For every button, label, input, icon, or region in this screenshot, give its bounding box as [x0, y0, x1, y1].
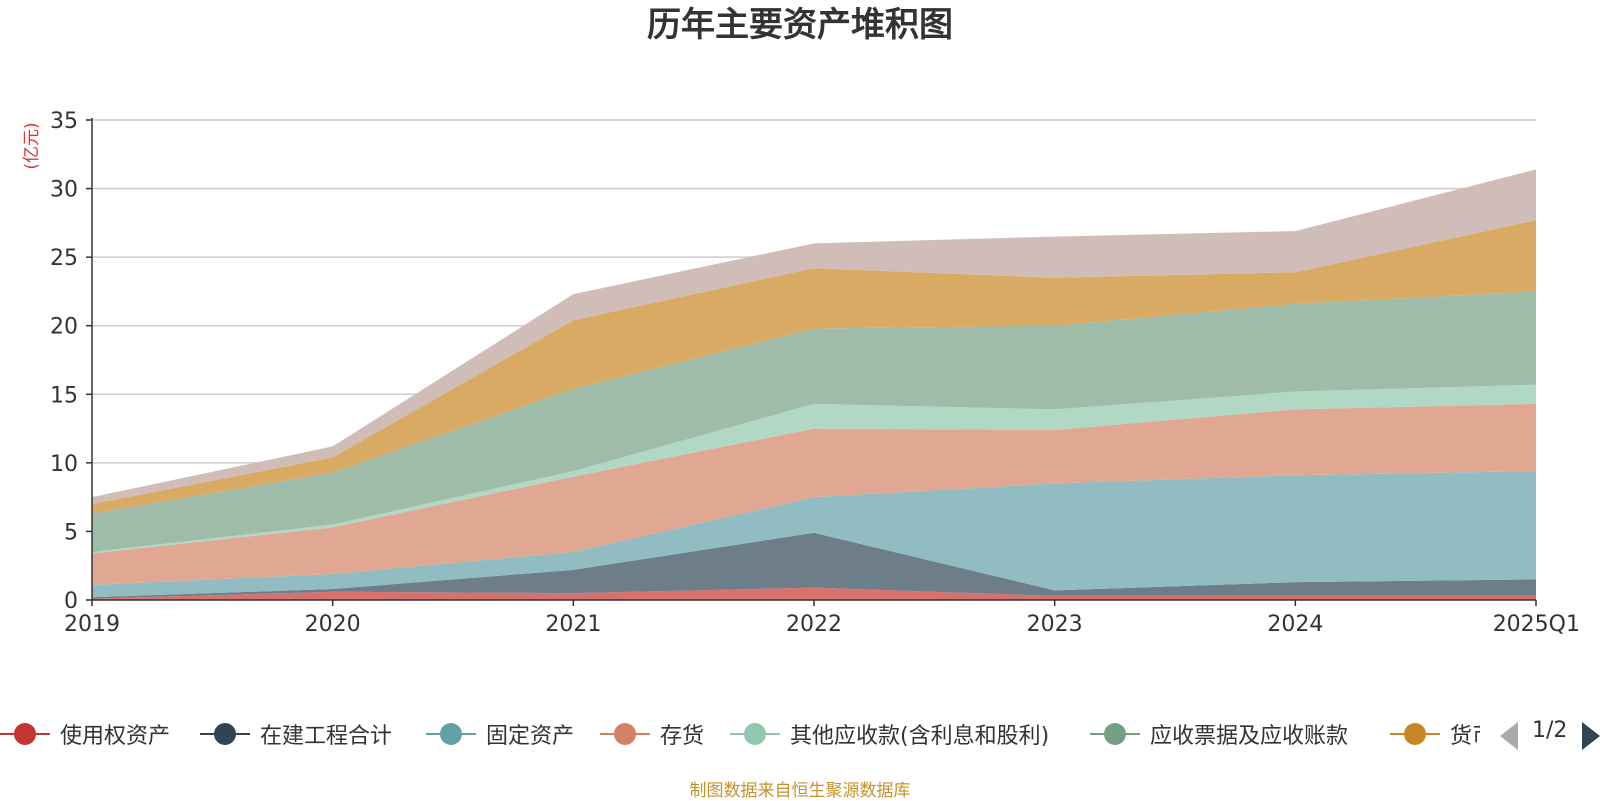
legend-page-indicator: 1/2	[1532, 718, 1568, 743]
legend-marker-icon	[600, 721, 650, 747]
y-axis-unit-label: (亿元)	[22, 122, 42, 169]
legend-label: 固定资产	[486, 724, 575, 749]
area-series-0[interactable]	[92, 587, 1536, 600]
area-series-1[interactable]	[92, 532, 1536, 599]
legend-pager: 1/2	[1500, 712, 1600, 756]
previous-page-icon[interactable]	[1500, 722, 1518, 750]
legend-marker-icon	[0, 721, 50, 747]
legend-clip: 使用权资产 在建工程合计 固定资产 存货 其他应收款(含利息和股利) 应收票据及应收账款 货…	[0, 712, 1480, 756]
x-tick-label: 2024	[1267, 612, 1323, 637]
area-series	[92, 169, 1536, 600]
x-tick-label: 2020	[305, 612, 361, 637]
legend-marker-icon	[426, 721, 476, 747]
y-tick-label: 25	[50, 246, 78, 271]
area-series-5[interactable]	[92, 291, 1536, 552]
y-tick-label: 15	[50, 383, 78, 408]
legend-marker-icon	[730, 721, 780, 747]
x-tick-label: 2021	[545, 612, 601, 637]
legend-marker-icon	[200, 721, 250, 747]
area-series-4[interactable]	[92, 384, 1536, 554]
y-tick-label: 30	[50, 178, 78, 203]
area-series-6[interactable]	[92, 220, 1536, 514]
x-tick-label: 2022	[786, 612, 842, 637]
legend-label: 使用权资产	[60, 724, 171, 749]
legend: 使用权资产 在建工程合计 固定资产 存货 其他应收款(含利息和股利) 应收票据及应收账款 货…	[0, 712, 1600, 756]
next-page-icon[interactable]	[1582, 722, 1600, 750]
stacked-area-chart: 0 5 10 15 20 25 30 35 2019 2020 2021 2022 2023 2024 20…	[22, 109, 1580, 637]
legend-label: 货币资金	[1450, 724, 1480, 749]
legend-marker-icon	[1390, 721, 1440, 747]
legend-label: 应收票据及应收账款	[1150, 724, 1349, 749]
y-tick-label: 35	[50, 109, 78, 134]
y-tick-label: 0	[64, 589, 78, 614]
y-tick-label: 20	[50, 315, 78, 340]
y-tick-label: 10	[50, 452, 78, 477]
legend-marker-icon	[1090, 721, 1140, 747]
area-series-7[interactable]	[92, 169, 1536, 504]
legend-label: 在建工程合计	[260, 724, 393, 749]
y-tick-label: 5	[64, 520, 78, 545]
legend-label: 其他应收款(含利息和股利)	[790, 724, 1050, 749]
legend-label: 存货	[660, 724, 705, 749]
area-series-3[interactable]	[92, 403, 1536, 585]
data-source-note: 制图数据来自恒生聚源数据库	[689, 781, 911, 801]
x-tick-label: 2019	[64, 612, 120, 637]
x-tick-label: 2025Q1	[1493, 612, 1580, 637]
chart-title: 历年主要资产堆积图	[647, 5, 953, 45]
area-series-2[interactable]	[92, 471, 1536, 598]
x-tick-label: 2023	[1027, 612, 1083, 637]
axes: 0 5 10 15 20 25 30 35 2019 2020 2021 2022 2023 2024 20…	[50, 109, 1580, 637]
